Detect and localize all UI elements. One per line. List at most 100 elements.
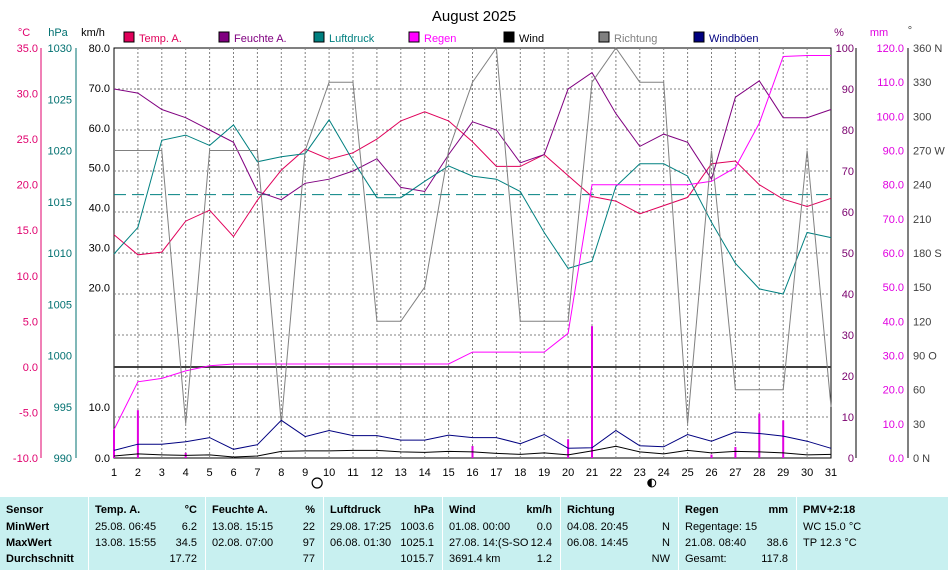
stats-row-labels: Sensor MinWert MaxWert Durchschnitt [0,497,88,570]
legend-swatch [123,31,135,43]
stats-direction: Richtung 04.08. 20:45 N 06.08. 14:45 N N… [561,497,678,570]
x-tick-label: 26 [705,467,717,479]
x-tick-label: 16 [466,467,478,479]
temp-max-value: 34.5 [175,537,197,549]
humidity-avg: 77 [302,553,315,565]
stats-pressure: Luftdruck hPa 29.08. 17:25 1003.6 06.08.… [324,497,442,570]
rain-days: Regentage: 15 [685,521,758,533]
wind-max-time: 27.08. 14:(S-SO [449,537,529,549]
pressure-tick-label: 1020 [48,146,72,158]
x-tick-label: 20 [562,467,574,479]
series-windb-en-line [113,419,832,451]
temp-tick-label: 15.0 [17,225,38,237]
wind-tick-label: 70.0 [89,83,110,95]
humidity-tick-label: 0 [848,453,854,465]
temp-tick-label: 20.0 [17,180,38,192]
humidity-unit: % [305,504,315,516]
pressure-tick-label: 1025 [48,94,72,106]
x-tick-label: 14 [419,467,431,479]
x-tick-label: 6 [230,467,236,479]
legend-swatch [503,31,515,43]
direction-tick-label: 330 [913,77,931,89]
pressure-tick-label: 1005 [48,299,72,311]
rain-title: Regen [685,504,719,516]
x-tick-label: 13 [395,467,407,479]
temp-tick-label: 25.0 [17,134,38,146]
temp-tick-label: -10.0 [13,453,38,465]
wind-tick-label: 50.0 [89,163,110,175]
stats-wind: Wind km/h 01.08. 00:00 0.0 27.08. 14:(S-… [443,497,560,570]
maxwert-label: MaxWert [6,537,52,549]
wind-unit: km/h [526,504,552,516]
rain-tick-label: 100.0 [876,111,904,123]
legend-label: Temp. A. [139,33,182,45]
pmv-wc: WC 15.0 °C [803,521,862,533]
x-tick-label: 25 [681,467,693,479]
legend-swatch [598,31,610,43]
x-tick-label: 27 [729,467,741,479]
rain-tick-label: 90.0 [883,146,904,158]
wind-axis-unit: km/h [81,27,105,39]
temp-axis-unit: °C [18,27,30,39]
durchschnitt-label: Durchschnitt [6,553,74,565]
rain-tick-label: 60.0 [883,248,904,260]
direction-tick-label: 270 W [913,146,945,158]
legend-label: Feuchte A. [234,33,287,45]
weather-chart: August 2025°C hPa km/h% mm °35.030.025.020.0… [13,8,945,489]
temp-tick-label: -5.0 [19,407,38,419]
humidity-tick-label: 40 [842,289,854,301]
wind-min-value: 0.0 [536,521,552,533]
x-tick-label: 29 [777,467,789,479]
series-feuchte-a-line [113,71,832,201]
x-tick-label: 9 [302,467,308,479]
rain-tick-label: 10.0 [883,419,904,431]
rain-tick-label: 70.0 [883,214,904,226]
x-tick-label: 3 [159,467,165,479]
direction-tick-label: 360 N [913,43,942,55]
rain-total: 117.8 [761,553,788,565]
x-tick-label: 24 [658,467,670,479]
x-tick-label: 10 [323,467,335,479]
stats-rain: Regen mm Regentage: 15 21.08. 08:40 38.6… [679,497,796,570]
legend-label: Windböen [709,33,759,45]
rain-tick-label: 110.0 [877,77,904,89]
legend-swatch [313,31,325,43]
legend-swatch [693,31,705,43]
rain-axis-unit: mm [870,27,888,39]
wind-tick-label: 20.0 [89,282,110,294]
direction-tick-label: 150 [913,282,931,294]
direction-title: Richtung [567,504,615,516]
humidity-tick-label: 100 [836,43,854,55]
pressure-max-value: 1025.1 [400,537,434,549]
rain-total-label: Gesamt: [685,553,727,565]
pressure-max-time: 06.08. 01:30 [330,537,392,549]
humidity-tick-label: 60 [842,207,854,219]
temp-avg: 17.72 [169,553,197,565]
direction-tick-label: 60 [913,385,925,397]
direction-tick-label: 0 N [913,453,930,465]
temp-tick-label: 0.0 [23,362,38,374]
wind-tick-label: 10.0 [89,402,110,414]
pressure-tick-label: 1010 [48,248,72,260]
direction-max-time: 06.08. 14:45 [567,537,629,549]
rain-tick-label: 20.0 [883,385,904,397]
x-tick-label: 22 [610,467,622,479]
wind-tick-label: 40.0 [89,203,110,215]
stats-pmv: PMV+2:18 WC 15.0 °C TP 12.3 °C [797,497,948,570]
humidity-tick-label: 70 [842,166,854,178]
temp-min-time: 25.08. 06:45 [95,521,157,533]
pressure-axis-unit: hPa [48,27,68,39]
humidity-tick-label: 90 [842,84,854,96]
wind-distance: 3691.4 km [449,553,501,565]
x-tick-label: 2 [135,467,141,479]
direction-min-value: N [662,521,670,533]
direction-tick-label: 210 [913,214,931,226]
legend-label: Luftdruck [329,33,375,45]
sensor-label: Sensor [6,504,44,516]
x-tick-label: 4 [183,467,189,479]
rain-tick-label: 30.0 [883,351,904,363]
x-tick-label: 30 [801,467,813,479]
legend-label: Wind [519,33,544,45]
x-tick-label: 21 [586,467,598,479]
temp-max-time: 13.08. 15:55 [95,537,157,549]
